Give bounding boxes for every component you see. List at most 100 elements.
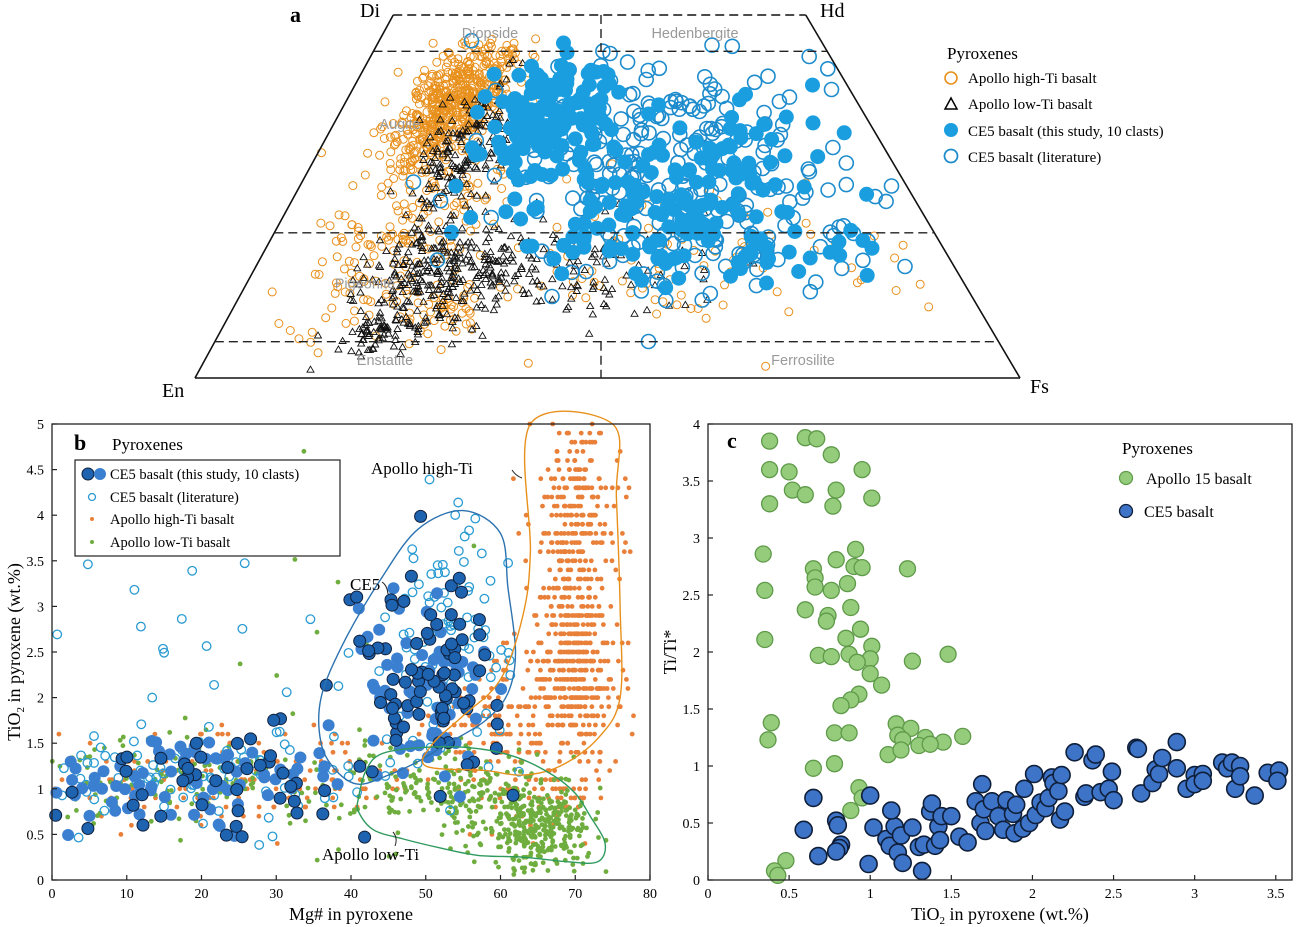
data-point-ce5-dark (386, 701, 400, 715)
data-point-apollo-high-ti (449, 302, 459, 312)
data-point-apollo-high-ti (566, 713, 572, 719)
panel-b-xlabel: Mg# in pyroxene (289, 904, 413, 924)
data-point-apollo-high-ti (141, 804, 147, 810)
data-point-apollo15 (804, 759, 823, 777)
data-point-apollo-high-ti (801, 218, 811, 228)
data-point-apollo-low-ti (413, 330, 423, 338)
data-point-apollo15 (808, 430, 826, 448)
panel-c-scatter: 0 0.5 1 1.5 2 2.5 3 3.500.511.522.533.54 c Pyro… (660, 418, 1293, 927)
data-point-ce5-literature (432, 192, 449, 209)
data-point-ce5 (513, 211, 529, 227)
data-point-apollo-high-ti (365, 259, 374, 269)
data-point-apollo-low-ti (458, 259, 467, 267)
data-point-ce5-light (368, 682, 381, 695)
data-point-apollo-high-ti (602, 521, 608, 527)
data-point-apollo-low-ti (536, 296, 546, 304)
data-point-apollo-low-ti (427, 281, 436, 289)
data-point-apollo-low-ti (178, 837, 183, 843)
data-point-apollo-high-ti (464, 306, 474, 316)
data-point-apollo-high-ti (606, 677, 612, 682)
region-label-ferrosilite: Ferrosilite (771, 353, 835, 369)
data-point-apollo-high-ti (610, 686, 616, 691)
data-point-apollo-high-ti (523, 512, 529, 518)
data-point-apollo-high-ti (577, 567, 582, 573)
panel-a-ternary: Diopside HedenbergiteAugitePigeoniteEnsta… (162, 0, 1164, 402)
data-point-ce5-literature (823, 81, 840, 98)
data-point-apollo-low-ti (443, 764, 449, 770)
data-point-apollo-low-ti (470, 824, 475, 830)
data-point-apollo-high-ti (459, 293, 469, 303)
data-point-ce5-light (294, 751, 307, 764)
data-point-ce5-literature (424, 474, 435, 485)
data-point-apollo-high-ti (585, 713, 591, 719)
data-point-apollo-low-ti (486, 278, 495, 286)
data-point-ce5-dark (439, 689, 452, 703)
data-point-apollo-low-ti (389, 342, 399, 350)
data-point-apollo-low-ti (336, 847, 341, 852)
data-point-apollo-high-ti (537, 695, 542, 700)
data-point-apollo-high-ti (475, 51, 485, 61)
data-point-ce5 (692, 198, 708, 214)
data-point-apollo-low-ti (409, 785, 414, 791)
data-point-apollo-low-ti (531, 265, 540, 273)
data-point-apollo-low-ti (581, 811, 587, 816)
data-point-ce5-literature (771, 93, 788, 110)
data-point-apollo-low-ti (362, 743, 368, 748)
data-point-apollo-high-ti (400, 166, 410, 175)
data-point-ce5 (864, 240, 880, 256)
data-point-ce5 (576, 216, 592, 231)
data-point-ce5 (582, 121, 598, 137)
data-point-ce5 (589, 220, 605, 236)
data-point-apollo-high-ti (526, 795, 532, 801)
data-point-apollo-high-ti (395, 165, 405, 175)
data-point-apollo-high-ti (405, 161, 415, 171)
data-point-ce5 (1015, 779, 1034, 799)
data-point-apollo-low-ti (167, 730, 173, 735)
data-point-apollo-low-ti (120, 734, 126, 740)
data-point-ce5-light (50, 786, 63, 799)
data-point-apollo15 (796, 486, 814, 504)
data-point-apollo-low-ti (380, 298, 389, 306)
data-point-ce5 (810, 149, 826, 165)
data-point-apollo-high-ti (344, 256, 354, 266)
data-point-apollo-high-ti (583, 777, 588, 783)
legend-a-label-high-ti: Apollo high-Ti basalt (968, 71, 1097, 87)
data-point-apollo-low-ti (593, 816, 599, 822)
data-point-apollo-low-ti (432, 267, 442, 276)
data-point-apollo-low-ti (411, 772, 416, 778)
data-point-ce5-dark (412, 707, 426, 721)
data-point-ce5-literature (439, 567, 450, 578)
data-point-apollo-low-ti (522, 865, 528, 871)
data-point-apollo-high-ti (366, 297, 376, 307)
data-point-ce5-literature (422, 696, 433, 707)
data-point-apollo-low-ti (413, 327, 422, 335)
data-point-apollo-high-ti (576, 649, 582, 655)
data-point-ce5 (822, 244, 838, 260)
data-point-apollo-high-ti (467, 324, 477, 334)
data-point-apollo-high-ti (576, 731, 582, 737)
data-point-ce5 (503, 145, 519, 161)
data-point-apollo-high-ti (545, 594, 551, 600)
data-point-apollo15 (760, 460, 779, 479)
data-point-apollo-high-ti (583, 485, 588, 491)
data-point-apollo-high-ti (486, 42, 496, 51)
data-point-apollo-high-ti (506, 722, 511, 728)
data-point-apollo-low-ti (485, 788, 490, 793)
data-point-apollo-high-ti (589, 439, 595, 445)
data-point-ce5-literature (504, 655, 515, 666)
data-point-apollo-low-ti (460, 828, 465, 833)
data-point-ce5-literature (462, 612, 473, 623)
data-point-apollo-high-ti (440, 201, 450, 211)
data-point-apollo-high-ti (566, 667, 572, 673)
data-point-apollo-low-ti (484, 260, 494, 269)
data-point-apollo-high-ti (302, 777, 308, 783)
data-point-apollo-low-ti (537, 832, 543, 838)
data-point-ce5-literature (464, 643, 474, 654)
data-point-apollo-low-ti (367, 753, 372, 758)
data-point-ce5-literature (99, 805, 110, 816)
data-point-ce5 (808, 846, 828, 866)
data-point-ce5 (780, 205, 795, 220)
data-point-apollo-high-ti (574, 631, 580, 637)
data-point-apollo-low-ti (427, 244, 436, 252)
data-point-apollo-high-ti (558, 795, 564, 801)
